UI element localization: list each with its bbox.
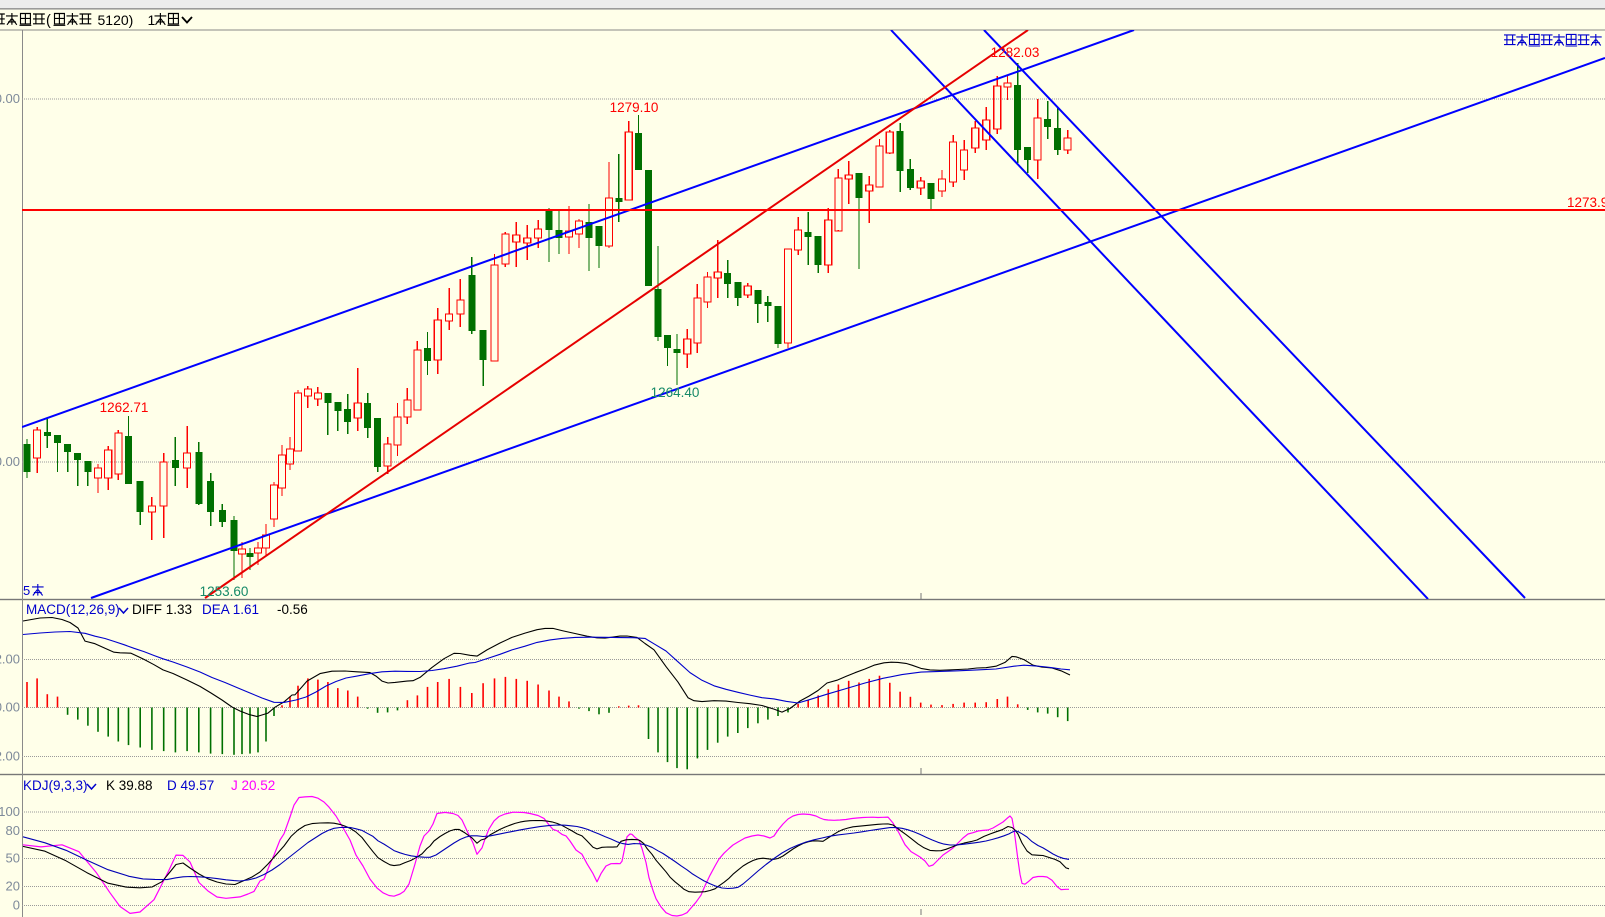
svg-text:0: 0: [13, 898, 20, 913]
svg-text:DIFF 1.33: DIFF 1.33: [132, 602, 192, 617]
svg-text:5120): 5120): [98, 12, 134, 28]
svg-text:1262.71: 1262.71: [100, 400, 149, 415]
svg-text:MACD(12,26,9): MACD(12,26,9): [26, 602, 120, 617]
svg-text:100: 100: [0, 804, 20, 819]
svg-text:1253.60: 1253.60: [200, 584, 249, 599]
svg-text:(: (: [46, 13, 51, 29]
svg-text:0.00: 0.00: [0, 91, 20, 106]
svg-text:D 49.57: D 49.57: [167, 778, 214, 793]
svg-text:1282.03: 1282.03: [991, 45, 1040, 60]
svg-text:J 20.52: J 20.52: [231, 778, 275, 793]
svg-text:1: 1: [148, 12, 156, 28]
svg-text:1279.10: 1279.10: [610, 100, 659, 115]
svg-text:0.00: 0.00: [0, 454, 20, 469]
svg-text:20: 20: [6, 879, 20, 894]
svg-text:2.00: 2.00: [0, 652, 20, 667]
svg-text:K 39.88: K 39.88: [106, 778, 153, 793]
svg-text:5: 5: [23, 583, 30, 598]
svg-text:0.00: 0.00: [0, 700, 20, 715]
svg-text:KDJ(9,3,3): KDJ(9,3,3): [23, 778, 88, 793]
svg-text:2.00: 2.00: [0, 749, 20, 764]
svg-text:50: 50: [6, 851, 20, 866]
svg-text:1273.9: 1273.9: [1567, 195, 1605, 210]
svg-text:80: 80: [6, 823, 20, 838]
svg-text:DEA 1.61: DEA 1.61: [202, 602, 259, 617]
svg-text:1264.40: 1264.40: [651, 385, 700, 400]
svg-text:-0.56: -0.56: [277, 602, 308, 617]
